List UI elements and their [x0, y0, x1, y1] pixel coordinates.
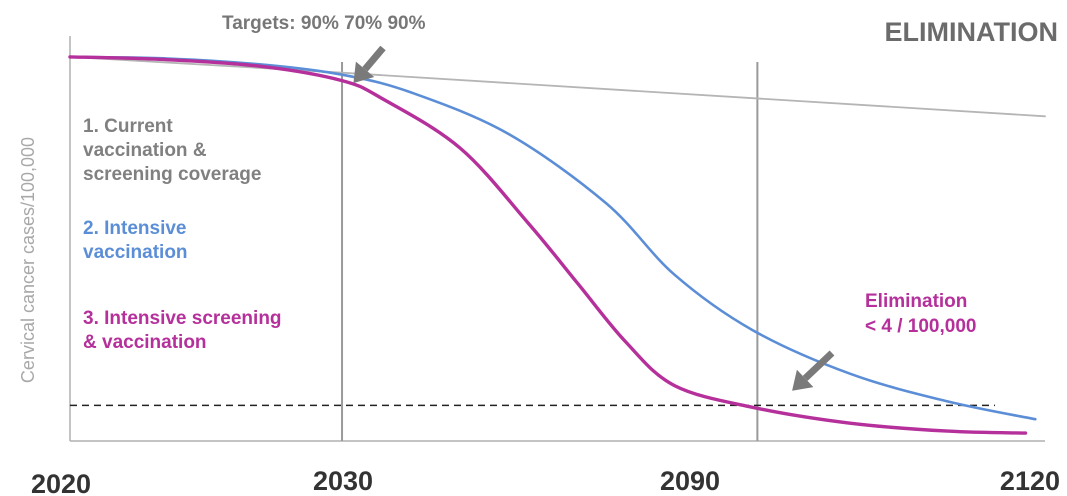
- elimination-label: Elimination < 4 / 100,000: [865, 291, 976, 337]
- x-tick-label: 2020: [31, 469, 91, 496]
- series-3-label-line: & vaccination: [83, 332, 207, 353]
- x-tick-label: 2090: [660, 466, 720, 496]
- series-2-label-line: vaccination: [83, 242, 188, 263]
- targets-annotation: Targets: 90% 70% 90%: [222, 13, 426, 34]
- x-tick-labels: 2020 2030 2090 2120: [31, 466, 1060, 496]
- series-1-label-line: vaccination &: [83, 140, 207, 161]
- axes: [69, 36, 1045, 442]
- series-line-2: [68, 55, 1037, 421]
- series-line-3: [68, 55, 1028, 435]
- series-2-label: 2. Intensive vaccination: [83, 218, 188, 263]
- y-axis-label: Cervical cancer cases/100,000: [18, 137, 38, 383]
- series-line-1: [69, 56, 1046, 118]
- elimination-arrow-shaft: [802, 350, 835, 381]
- target-arrow-shaft: [362, 45, 386, 72]
- series-3-label: 3. Intensive screening & vaccination: [83, 308, 282, 353]
- series-2-label-line: 2. Intensive: [83, 218, 187, 239]
- series-3-label-line: 3. Intensive screening: [83, 308, 282, 329]
- target-arrow-head: [353, 61, 375, 84]
- series-lines: [68, 55, 1046, 435]
- elimination-arrow-head: [792, 369, 814, 391]
- series-1-label-line: screening coverage: [83, 164, 261, 185]
- series-1-label-line: 1. Current: [83, 116, 173, 137]
- elimination-label-line: < 4 / 100,000: [865, 316, 976, 337]
- series-1-label: 1. Current vaccination & screening cover…: [83, 116, 261, 185]
- arrows: [353, 45, 835, 391]
- x-tick-label: 2120: [1000, 466, 1060, 496]
- chart-title: ELIMINATION: [885, 17, 1058, 47]
- elimination-label-line: Elimination: [865, 291, 967, 312]
- x-tick-label: 2030: [313, 466, 373, 496]
- reference-lines: [70, 62, 995, 441]
- elimination-arrow: [792, 350, 835, 391]
- target-arrow: [353, 45, 386, 84]
